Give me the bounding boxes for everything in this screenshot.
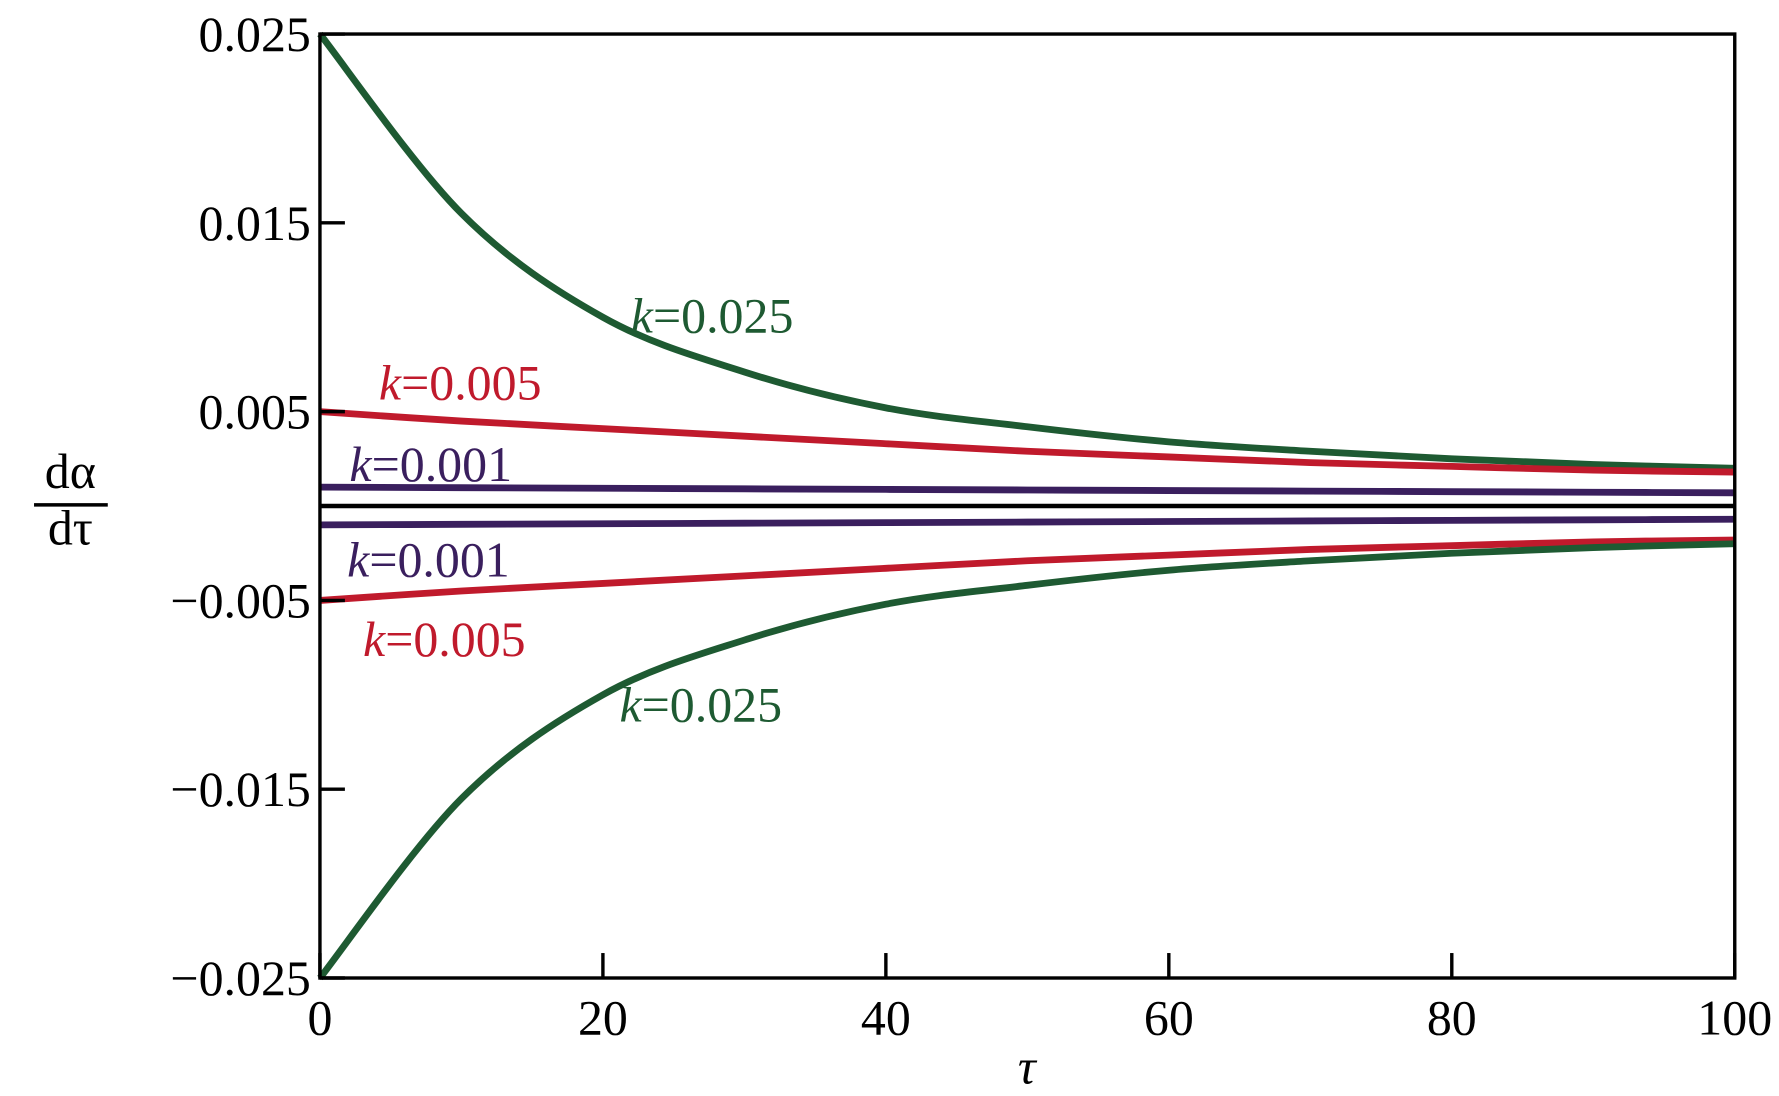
x-tick-label: 100 — [1697, 991, 1772, 1046]
y-tick-label: −0.025 — [170, 951, 310, 1006]
curve-label: k=0.005 — [379, 355, 542, 410]
x-axis-label: τ — [1018, 1040, 1038, 1095]
curve-label-k: k — [363, 612, 386, 667]
curve-label-value: =0.001 — [369, 532, 509, 587]
curve-label: k=0.025 — [619, 678, 782, 733]
series-line-1 — [319, 408, 1735, 476]
y-tick-label: 0.015 — [199, 196, 311, 251]
y-axis-label: dα dτ — [34, 444, 108, 556]
curve-label-k: k — [349, 437, 372, 492]
curve-label: k=0.001 — [347, 532, 510, 587]
x-tick-label: 80 — [1427, 991, 1477, 1046]
y-tick-label: 0.005 — [199, 385, 311, 440]
x-tick-label: 20 — [578, 991, 628, 1046]
curve-label-value: =0.025 — [653, 288, 793, 343]
y-tick-label: 0.025 — [199, 7, 311, 62]
curve-label-k: k — [379, 355, 402, 410]
y-tick-label: −0.015 — [170, 762, 310, 817]
curve-label-value: =0.005 — [401, 355, 541, 410]
series-line-0 — [317, 31, 1735, 472]
y-axis-label-denominator: dτ — [48, 501, 93, 556]
curve-label-k: k — [631, 288, 654, 343]
x-tick-label: 60 — [1144, 991, 1194, 1046]
series-line-4 — [319, 536, 1735, 604]
series-line-3 — [319, 515, 1735, 529]
curve-label-value: =0.005 — [385, 612, 525, 667]
curve-label-k: k — [619, 678, 642, 733]
curve-label-value: =0.001 — [372, 437, 512, 492]
y-tick-label: −0.005 — [170, 573, 310, 628]
curve-label: k=0.005 — [363, 612, 526, 667]
curve-labels: k=0.025k=0.005k=0.001k=0.001k=0.005k=0.0… — [347, 288, 793, 732]
curve-label: k=0.025 — [631, 288, 794, 343]
x-tick-label: 0 — [307, 991, 332, 1046]
x-tick-label: 40 — [861, 991, 911, 1046]
curve-label: k=0.001 — [349, 437, 512, 492]
plot-frame — [318, 32, 1737, 980]
series-line-2 — [319, 483, 1735, 497]
series-line-5 — [317, 540, 1735, 981]
y-axis-label-numerator: dα — [45, 444, 96, 499]
curve-label-k: k — [347, 532, 370, 587]
curves — [317, 31, 1735, 981]
curve-label-value: =0.025 — [642, 678, 782, 733]
